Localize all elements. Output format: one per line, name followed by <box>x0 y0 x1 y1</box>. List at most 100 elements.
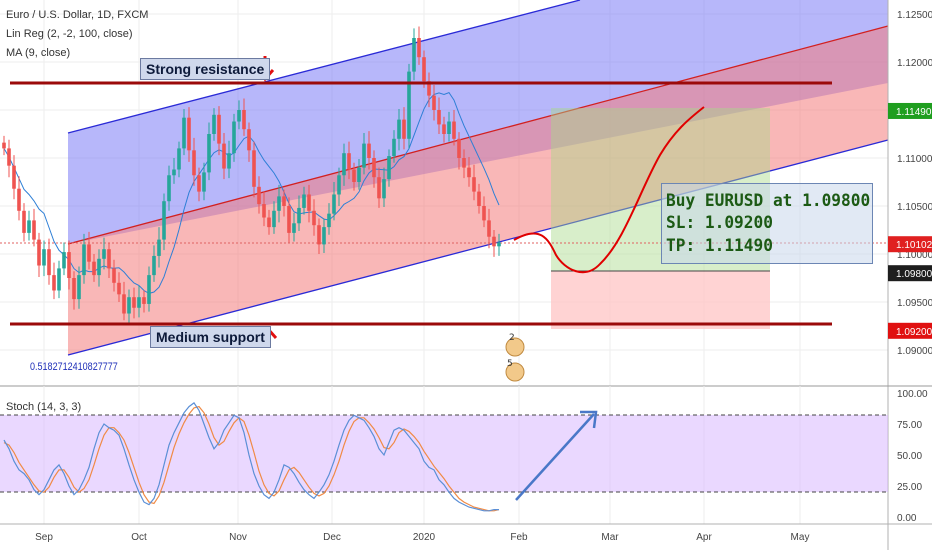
candle-body <box>237 110 241 122</box>
candle-body <box>92 261 96 276</box>
fib-ratio-label: 0.5182712410827777 <box>30 361 118 373</box>
candle-body <box>372 158 376 178</box>
candle-body <box>147 275 151 304</box>
candle-body <box>192 150 196 176</box>
candle-body <box>182 117 186 149</box>
candle-body <box>177 148 181 170</box>
stoch-k-line <box>3 402 499 512</box>
price-tick-label: 1.09500 <box>897 298 932 309</box>
candle-body <box>212 114 216 134</box>
candle-body <box>207 134 211 173</box>
candle-body <box>367 143 371 158</box>
candle-body <box>307 194 311 211</box>
price-badge <box>888 102 932 119</box>
candle-body <box>72 278 76 300</box>
ma-legend: MA (9, close) <box>6 47 71 59</box>
candle-body <box>157 239 161 256</box>
price-badge <box>888 322 932 339</box>
candle-body <box>52 275 56 291</box>
candle-body <box>422 57 426 82</box>
candle-body <box>302 194 306 208</box>
time-tick-label: Feb <box>510 532 528 543</box>
time-tick-label: 2020 <box>413 532 436 543</box>
candle-body <box>12 165 16 189</box>
time-tick-label: May <box>791 532 810 543</box>
candle-body <box>262 204 266 218</box>
candle-body <box>67 252 71 278</box>
candle-body <box>322 227 326 245</box>
candle-body <box>37 239 41 266</box>
time-tick-label: Apr <box>696 532 712 543</box>
candle-body <box>347 153 351 170</box>
candle-body <box>7 148 11 166</box>
candle-body <box>497 242 501 247</box>
candle-body <box>187 117 191 151</box>
candle-body <box>17 188 21 211</box>
candle-body <box>87 244 91 262</box>
candle-body <box>477 191 481 206</box>
stoch-d-line <box>3 405 500 512</box>
candle-body <box>362 143 366 168</box>
stoch-band <box>0 415 888 492</box>
candle-body <box>252 150 256 187</box>
symbol-legend: Euro / U.S. Dollar, 1D, FXCM <box>6 9 149 21</box>
candle-body <box>487 220 491 237</box>
candle-body <box>227 153 231 169</box>
price-tick-label: 1.10500 <box>897 202 932 213</box>
candle-body <box>197 175 201 192</box>
candle-body <box>447 121 451 134</box>
candle-body <box>397 119 401 139</box>
channel-middle-line <box>67 25 889 245</box>
candle-body <box>352 169 356 182</box>
candle-body <box>217 114 221 144</box>
time-axis[interactable]: Sep Oct Nov Dec 2020 Feb Mar Apr May <box>35 532 809 543</box>
candle-body <box>32 220 36 240</box>
candle-body <box>107 249 111 269</box>
time-tick-label: Nov <box>229 532 247 543</box>
candle-body <box>482 206 486 221</box>
candle-body <box>277 196 281 211</box>
candle-body <box>342 153 346 176</box>
candle-body <box>377 177 381 199</box>
trade-tp-text: TP: 1.11490 <box>666 236 773 256</box>
candle-body <box>142 297 146 304</box>
candle-body <box>57 268 61 291</box>
candle-body <box>242 110 246 130</box>
price-badge-label: 1.09800 <box>896 269 932 280</box>
candle-body <box>122 294 126 314</box>
time-tick-label: Sep <box>35 532 53 543</box>
candle-body <box>127 297 131 314</box>
svg-text:5: 5 <box>507 359 513 369</box>
upper-channel-fill <box>68 0 888 244</box>
candle-body <box>202 172 206 192</box>
channel-lower-line <box>67 139 889 356</box>
time-tick-label: Oct <box>131 532 147 543</box>
channel-upper-line <box>67 0 581 134</box>
price-axis[interactable] <box>888 0 932 386</box>
candle-body <box>137 297 141 308</box>
price-tick-label: 1.10000 <box>897 250 932 261</box>
candle-body <box>247 129 251 151</box>
candle-body <box>132 297 136 308</box>
candle-body <box>257 186 261 205</box>
candle-body <box>102 249 106 259</box>
candle-body <box>392 138 396 157</box>
stoch-tick-label: 50.00 <box>897 451 922 462</box>
candle-body <box>357 167 361 182</box>
candle-body <box>427 81 431 96</box>
candle-body <box>97 258 101 276</box>
price-badge-label: 1.10102 <box>896 240 932 251</box>
price-tick-label: 1.09000 <box>897 346 932 357</box>
candle-body <box>287 206 291 233</box>
price-labels: 1.11490 1.10102 1.09800 1.09200 <box>888 102 932 339</box>
candle-body <box>432 95 436 110</box>
time-tick-label: Mar <box>601 532 619 543</box>
price-tick-label: 1.12000 <box>897 58 932 69</box>
candle-body <box>317 225 321 245</box>
lower-channel-fill <box>68 26 888 355</box>
ma-line <box>3 91 500 294</box>
candle-body <box>417 38 421 58</box>
candle-body <box>267 217 271 228</box>
stoch-tick-label: 75.00 <box>897 420 922 431</box>
